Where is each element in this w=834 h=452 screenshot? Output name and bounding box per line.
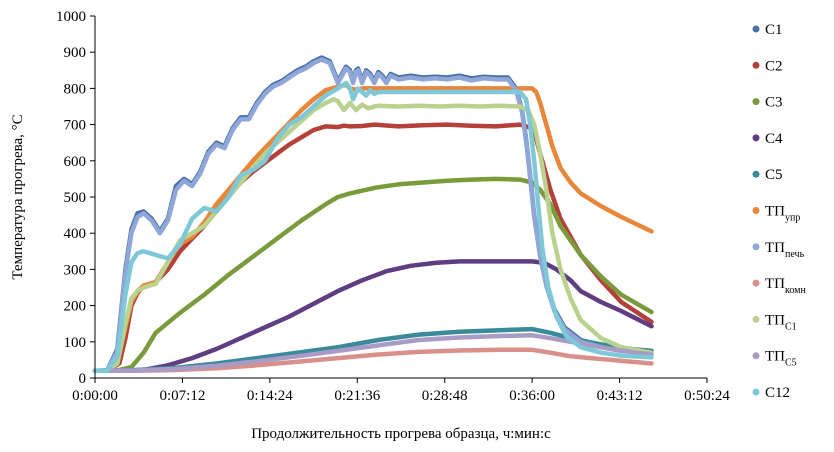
series-layer xyxy=(92,55,654,374)
y-tick-label: 300 xyxy=(64,262,87,278)
series-line-7 xyxy=(92,57,654,374)
legend-marker xyxy=(752,61,760,69)
legend-label-subscript: печь xyxy=(785,249,805,260)
legend-item: ТПC5 xyxy=(752,349,797,369)
x-tick-label: 0:36:00 xyxy=(509,388,555,404)
legend-item: C5 xyxy=(752,167,783,183)
legend-item: ТПпечь xyxy=(752,240,805,260)
legend-marker xyxy=(752,352,760,360)
y-tick-label: 500 xyxy=(64,190,87,206)
axes-layer xyxy=(94,16,707,379)
legend-item: C4 xyxy=(752,131,783,147)
legend-label-subscript: комн xyxy=(785,285,806,296)
y-tick-label: 100 xyxy=(64,335,87,351)
legend-label: ТПC5 xyxy=(765,349,797,369)
legend-label: ТПупр xyxy=(765,204,800,224)
legend-item: ТПупр xyxy=(752,204,800,224)
x-axis-title: Продолжительность прогрева образца, ч:ми… xyxy=(251,426,551,442)
y-tick-label: 400 xyxy=(64,226,87,242)
y-tick-label: 900 xyxy=(64,45,87,61)
series-line-8 xyxy=(92,347,654,374)
legend-label-subscript: упр xyxy=(785,213,800,224)
legend-item: C2 xyxy=(752,58,783,74)
legend-label: C4 xyxy=(765,131,783,147)
x-tick-label: 0:07:12 xyxy=(160,388,206,404)
legend-label-main: C3 xyxy=(765,95,783,111)
legend-marker xyxy=(752,388,760,396)
legend-label-main: C4 xyxy=(765,131,783,147)
x-tick-label: 0:14:24 xyxy=(247,388,293,404)
y-tick-label: 200 xyxy=(64,299,87,315)
legend-marker xyxy=(752,207,760,214)
x-tick-label: 0:21:36 xyxy=(334,388,380,404)
legend-label: C5 xyxy=(765,167,783,183)
series-line-3 xyxy=(92,176,654,374)
legend-label-subscript: C5 xyxy=(785,358,797,369)
legend-item: C12 xyxy=(752,385,790,401)
legend-label: ТПпечь xyxy=(765,240,805,260)
y-tick-label: 600 xyxy=(64,154,87,170)
legend-label-main: ТП xyxy=(765,240,785,256)
legend-marker xyxy=(752,170,760,178)
legend-label: C12 xyxy=(765,385,790,401)
y-tick-label: 1000 xyxy=(56,9,86,25)
legend-marker xyxy=(752,98,760,106)
x-tick-label: 0:50:24 xyxy=(684,388,730,404)
legend-label-main: ТП xyxy=(765,312,785,328)
y-tick-label: 800 xyxy=(64,81,87,97)
legend-label-main: ТП xyxy=(765,204,785,220)
legend-label-main: C2 xyxy=(765,58,783,74)
x-axis-ticks: 0:00:00 0:07:12 0:14:24 0:21:36 0:28:48 0:36:… xyxy=(72,378,730,404)
legend-item: ТПC1 xyxy=(752,312,797,332)
series-line-9 xyxy=(92,97,654,374)
x-tick-label: 0:00:00 xyxy=(72,388,118,404)
legend-label: ТПкомн xyxy=(765,276,806,296)
legend-label: C1 xyxy=(765,22,783,38)
legend-label-main: C1 xyxy=(765,22,783,38)
y-axis-ticks: 0 100 200 300 400 500 600 700 800 900 1000 xyxy=(56,9,95,387)
legend-marker xyxy=(752,25,760,33)
y-axis-title: Температура прогрева, °С xyxy=(10,114,26,279)
legend-item: ТПкомн xyxy=(752,276,806,296)
legend-label: C2 xyxy=(765,58,783,74)
legend-marker xyxy=(752,134,760,142)
y-tick-label: 700 xyxy=(64,118,87,134)
series-line-10 xyxy=(92,333,654,374)
legend-marker xyxy=(752,315,760,323)
legend-label-subscript: C1 xyxy=(785,321,797,332)
legend-label-main: ТП xyxy=(765,349,785,365)
y-tick-label: 0 xyxy=(79,371,87,387)
legend-label: C3 xyxy=(765,95,783,111)
legend-marker xyxy=(752,279,760,287)
legend-item: C3 xyxy=(752,95,783,111)
legend-label-main: C5 xyxy=(765,167,783,183)
legend-label: ТПC1 xyxy=(765,312,797,332)
legend-label-main: C12 xyxy=(765,385,790,401)
x-tick-label: 0:43:12 xyxy=(597,388,643,404)
series-line-4 xyxy=(92,259,654,374)
legend-marker xyxy=(752,243,760,251)
legend-item: C1 xyxy=(752,22,783,38)
x-tick-label: 0:28:48 xyxy=(422,388,468,404)
series-line-11 xyxy=(92,80,654,374)
legend-label-main: ТП xyxy=(765,276,785,292)
